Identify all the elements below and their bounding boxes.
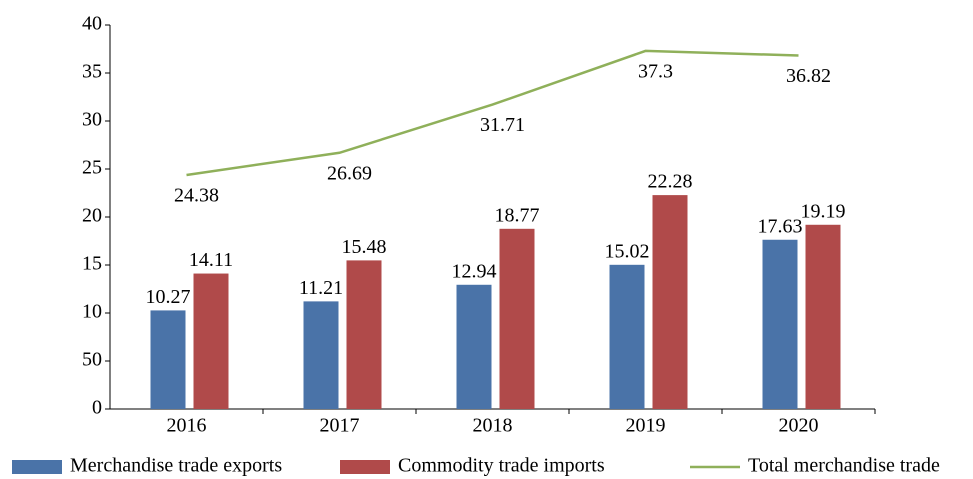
- bar: [150, 310, 186, 409]
- legend-swatch: [12, 460, 62, 474]
- legend-label: Total merchandise trade: [748, 455, 940, 477]
- data-label: 18.77: [495, 204, 540, 226]
- data-label: 10.27: [146, 286, 191, 308]
- bar: [193, 273, 229, 409]
- data-label: 15.48: [342, 236, 387, 258]
- data-label: 17.63: [758, 215, 803, 237]
- data-label: 24.38: [174, 185, 219, 207]
- bar: [805, 224, 841, 409]
- data-label: 15.02: [605, 240, 650, 262]
- bar: [346, 260, 382, 409]
- legend-label: Merchandise trade exports: [70, 455, 282, 477]
- legend-swatch: [340, 460, 390, 474]
- x-tick-label: 2017: [320, 415, 360, 437]
- y-tick-label: 30: [82, 109, 102, 131]
- x-tick-label: 2019: [626, 415, 666, 437]
- data-label: 37.3: [638, 61, 673, 83]
- x-tick-label: 2016: [167, 415, 207, 437]
- line: [186, 49, 799, 177]
- bar: [609, 264, 645, 409]
- y-tick-label: 10: [82, 301, 102, 323]
- y-tick-label: 50: [82, 349, 102, 371]
- data-label: 31.71: [480, 114, 525, 136]
- y-tick-label: 40: [82, 13, 102, 35]
- data-label: 11.21: [299, 277, 343, 299]
- data-label: 12.94: [452, 260, 497, 282]
- x-tick-label: 2018: [473, 415, 513, 437]
- x-tick-label: 2020: [779, 415, 819, 437]
- data-label: 22.28: [648, 171, 693, 193]
- data-label: 19.19: [801, 200, 846, 222]
- bar: [303, 301, 339, 409]
- data-label: 36.82: [786, 65, 831, 87]
- bar: [499, 228, 535, 409]
- legend-label: Commodity trade imports: [398, 455, 605, 477]
- data-label: 26.69: [327, 162, 372, 184]
- y-tick-label: 25: [82, 157, 102, 179]
- bar: [652, 195, 688, 409]
- bar: [762, 239, 798, 409]
- y-tick-label: 15: [82, 253, 102, 275]
- bar: [456, 284, 492, 409]
- data-label: 14.11: [189, 249, 233, 271]
- y-tick-label: 0: [92, 397, 102, 419]
- y-tick-label: 20: [82, 205, 102, 227]
- y-tick-label: 35: [82, 61, 102, 83]
